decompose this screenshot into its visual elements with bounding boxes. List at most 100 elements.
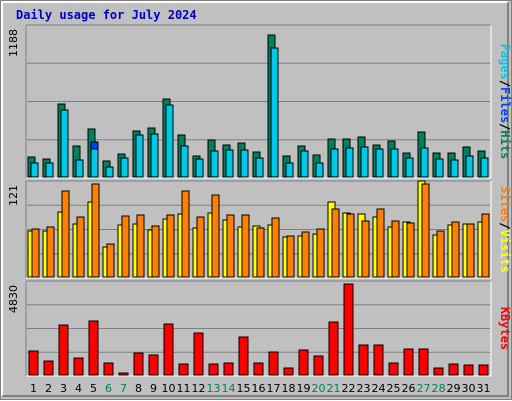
day-label-30: 30 (462, 382, 476, 395)
ymax-label-1: 121 (7, 185, 20, 206)
bar-pages-day-4 (75, 159, 84, 178)
bar-sites-day-7 (121, 215, 130, 278)
legend-separator: / (498, 80, 512, 87)
bar-kbytes-day-31 (478, 364, 489, 376)
day-label-27: 27 (417, 382, 431, 395)
bar-pages-day-11 (180, 145, 189, 178)
bar-sites-day-30 (466, 223, 475, 278)
bar-kbytes-day-18 (283, 367, 294, 376)
day-label-21: 21 (327, 382, 341, 395)
ymax-label-0: 1188 (7, 29, 20, 57)
day-label-1: 1 (30, 382, 37, 395)
bar-sites-day-24 (376, 208, 385, 278)
day-label-14: 14 (222, 382, 236, 395)
bar-pages-day-29 (450, 159, 459, 178)
bar-kbytes-day-27 (418, 348, 429, 376)
day-label-12: 12 (192, 382, 206, 395)
chart-bevel (1, 1, 509, 397)
bar-sites-day-2 (46, 226, 55, 278)
day-label-5: 5 (90, 382, 97, 395)
bar-sites-day-31 (481, 213, 490, 278)
day-label-6: 6 (105, 382, 112, 395)
bar-sites-day-11 (181, 190, 190, 278)
bar-sites-day-17 (271, 217, 280, 278)
bar-kbytes-day-5 (88, 320, 99, 376)
bar-sites-day-23 (361, 220, 370, 278)
bar-sites-day-4 (76, 216, 85, 278)
bar-kbytes-day-12 (193, 332, 204, 376)
bar-sites-day-19 (301, 231, 310, 278)
bar-pages-day-18 (285, 162, 294, 178)
bar-kbytes-day-4 (73, 357, 84, 376)
right-legend-0: Pages/Files/Hits (498, 44, 512, 160)
bar-pages-day-24 (375, 148, 384, 178)
legend-pages: Pages (498, 44, 512, 80)
bar-pages-day-28 (435, 158, 444, 178)
day-label-29: 29 (447, 382, 461, 395)
bar-kbytes-day-6 (103, 362, 114, 376)
bar-sites-day-1 (31, 228, 40, 278)
bar-pages-day-12 (195, 158, 204, 178)
day-label-24: 24 (372, 382, 386, 395)
bar-pages-day-25 (390, 148, 399, 178)
day-label-31: 31 (477, 382, 491, 395)
bar-pages-day-19 (300, 150, 309, 178)
right-legend-2: KBytes (498, 307, 512, 350)
bar-sites-day-18 (286, 235, 295, 278)
legend-separator: / (498, 222, 512, 229)
bar-kbytes-day-1 (28, 350, 39, 376)
legend-hits: Hits (498, 130, 512, 159)
chart-title: Daily usage for July 2024 (16, 8, 197, 22)
day-label-3: 3 (60, 382, 67, 395)
day-label-28: 28 (432, 382, 446, 395)
bar-sites-day-26 (406, 222, 415, 278)
bar-kbytes-day-10 (163, 323, 174, 376)
bar-kbytes-day-30 (463, 364, 474, 376)
day-label-15: 15 (237, 382, 251, 395)
bar-sites-day-25 (391, 220, 400, 278)
bar-sites-day-12 (196, 216, 205, 278)
bar-kbytes-day-2 (43, 360, 54, 376)
bar-kbytes-day-20 (313, 355, 324, 376)
bar-sites-day-27 (421, 183, 430, 278)
bar-kbytes-day-13 (208, 363, 219, 376)
bar-pages-day-31 (480, 157, 489, 178)
bar-pages-day-21 (330, 148, 339, 178)
legend-visits: Visits (498, 230, 512, 273)
day-label-23: 23 (357, 382, 371, 395)
day-label-11: 11 (177, 382, 191, 395)
bar-pages-day-23 (360, 146, 369, 178)
bar-pages-day-30 (465, 155, 474, 178)
bar-pages-day-15 (240, 149, 249, 178)
bar-pages-day-13 (210, 150, 219, 178)
bar-pages-day-6 (105, 166, 114, 178)
bar-kbytes-day-26 (403, 348, 414, 376)
bar-kbytes-day-16 (253, 362, 264, 376)
bar-sites-day-20 (316, 228, 325, 278)
day-label-13: 13 (207, 382, 221, 395)
bar-sites-day-10 (166, 214, 175, 278)
bar-sites-day-14 (226, 214, 235, 278)
bar-pages-day-27 (420, 147, 429, 178)
bar-sites-day-13 (211, 194, 220, 278)
bar-kbytes-day-17 (268, 351, 279, 376)
day-label-17: 17 (267, 382, 281, 395)
bar-kbytes-day-3 (58, 324, 69, 376)
day-label-20: 20 (312, 382, 326, 395)
day-label-9: 9 (150, 382, 157, 395)
bar-kbytes-day-28 (433, 367, 444, 376)
bar-sites-day-9 (151, 225, 160, 278)
bar-sites-day-15 (241, 214, 250, 278)
bar-sites-day-28 (436, 230, 445, 278)
bar-kbytes-day-11 (178, 363, 189, 376)
bar-kbytes-day-14 (223, 362, 234, 376)
bar-pages-day-14 (225, 149, 234, 178)
day-label-2: 2 (45, 382, 52, 395)
ymax-label-2: 4830 (7, 285, 20, 313)
bar-pages-day-1 (30, 162, 39, 178)
day-label-18: 18 (282, 382, 296, 395)
bar-kbytes-day-8 (133, 352, 144, 376)
bar-sites-day-16 (256, 227, 265, 278)
day-label-22: 22 (342, 382, 356, 395)
